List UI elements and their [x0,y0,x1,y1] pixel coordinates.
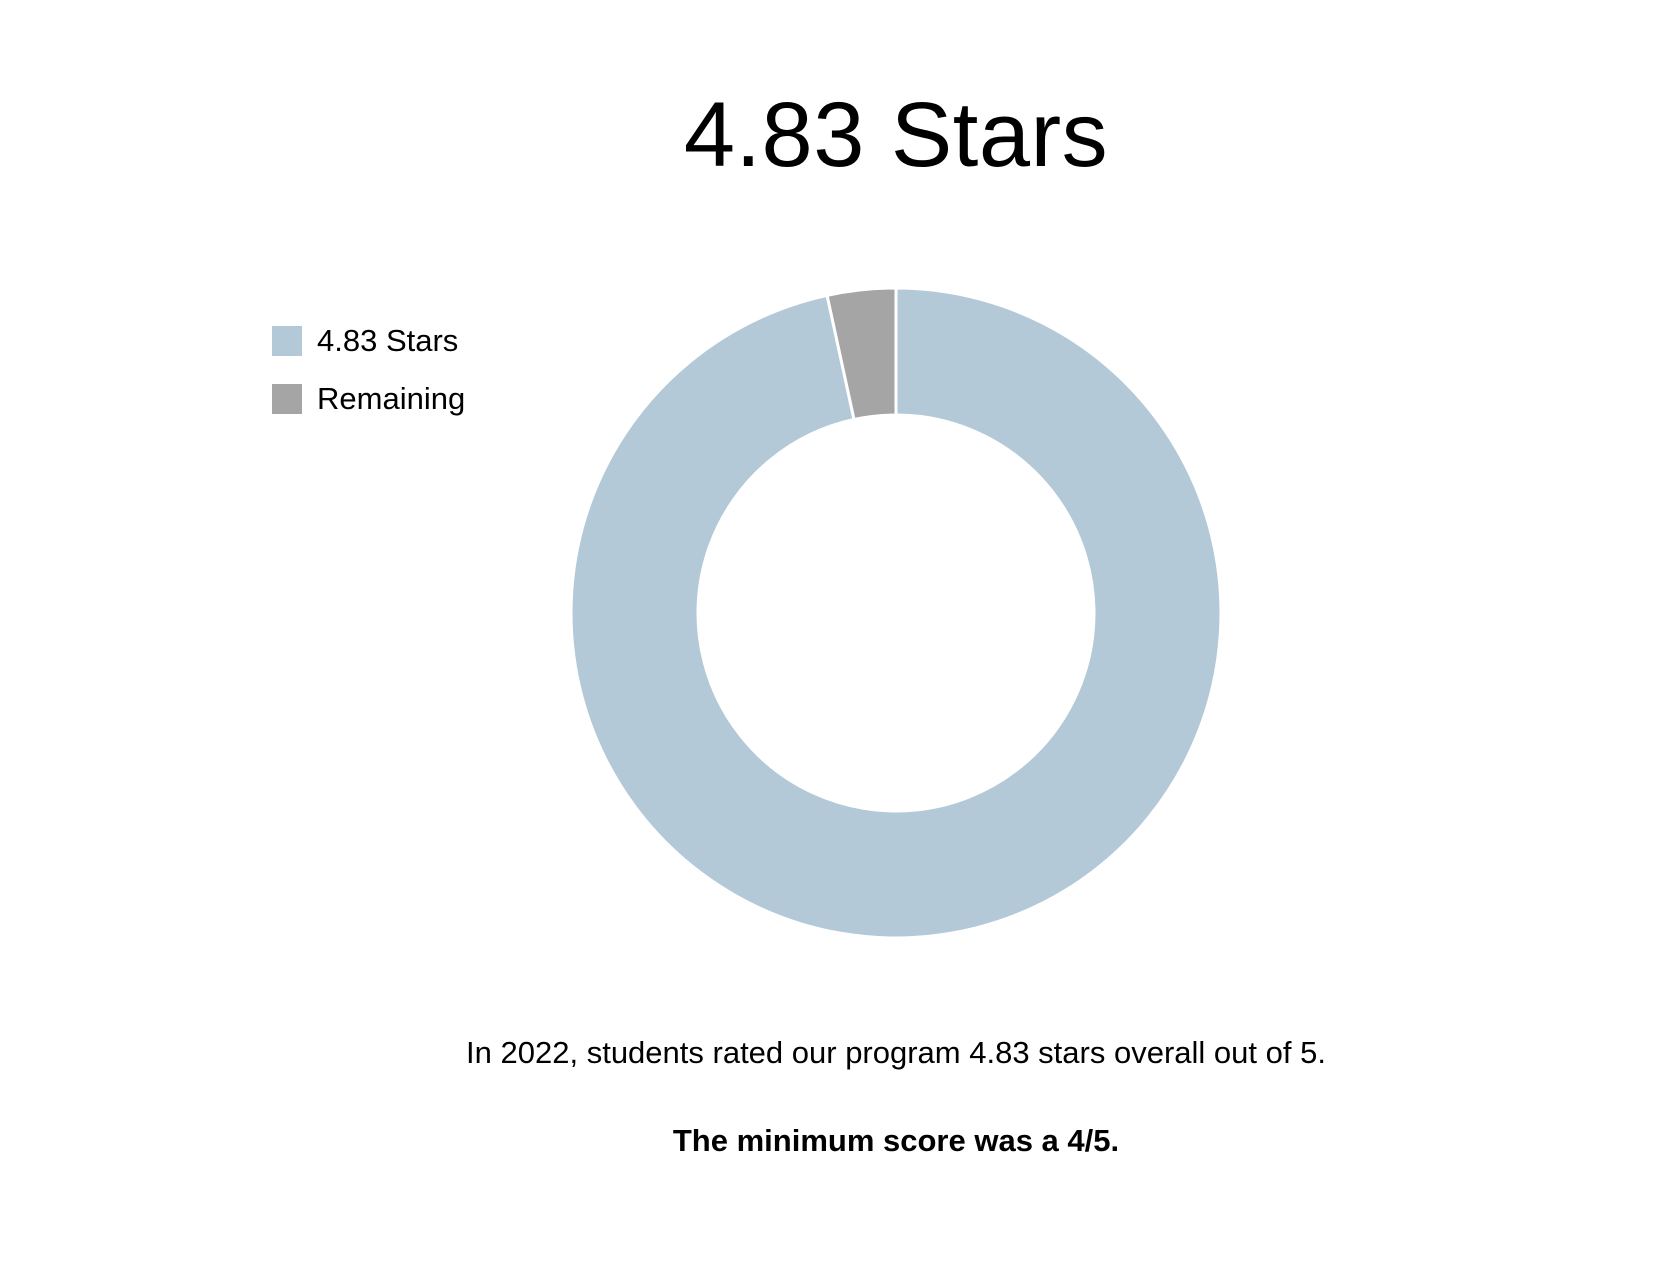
donut-slice-remaining [825,286,898,422]
legend-swatch-remaining [272,384,302,414]
legend-label-stars: 4.83 Stars [317,323,459,358]
summary-caption: In 2022, students rated our program 4.83… [466,1035,1326,1070]
minimum-score-note: The minimum score was a 4/5. [672,1123,1120,1158]
legend-item-remaining: Remaining [272,382,465,416]
donut-slices [569,286,1223,940]
legend-swatch-stars [272,326,302,356]
chart-title: 4.83 Stars [683,84,1109,186]
chart-legend: 4.83 Stars Remaining [272,324,465,440]
donut-slice-4-83-stars [569,286,1223,940]
legend-item-stars: 4.83 Stars [272,324,465,358]
legend-label-remaining: Remaining [317,381,466,416]
